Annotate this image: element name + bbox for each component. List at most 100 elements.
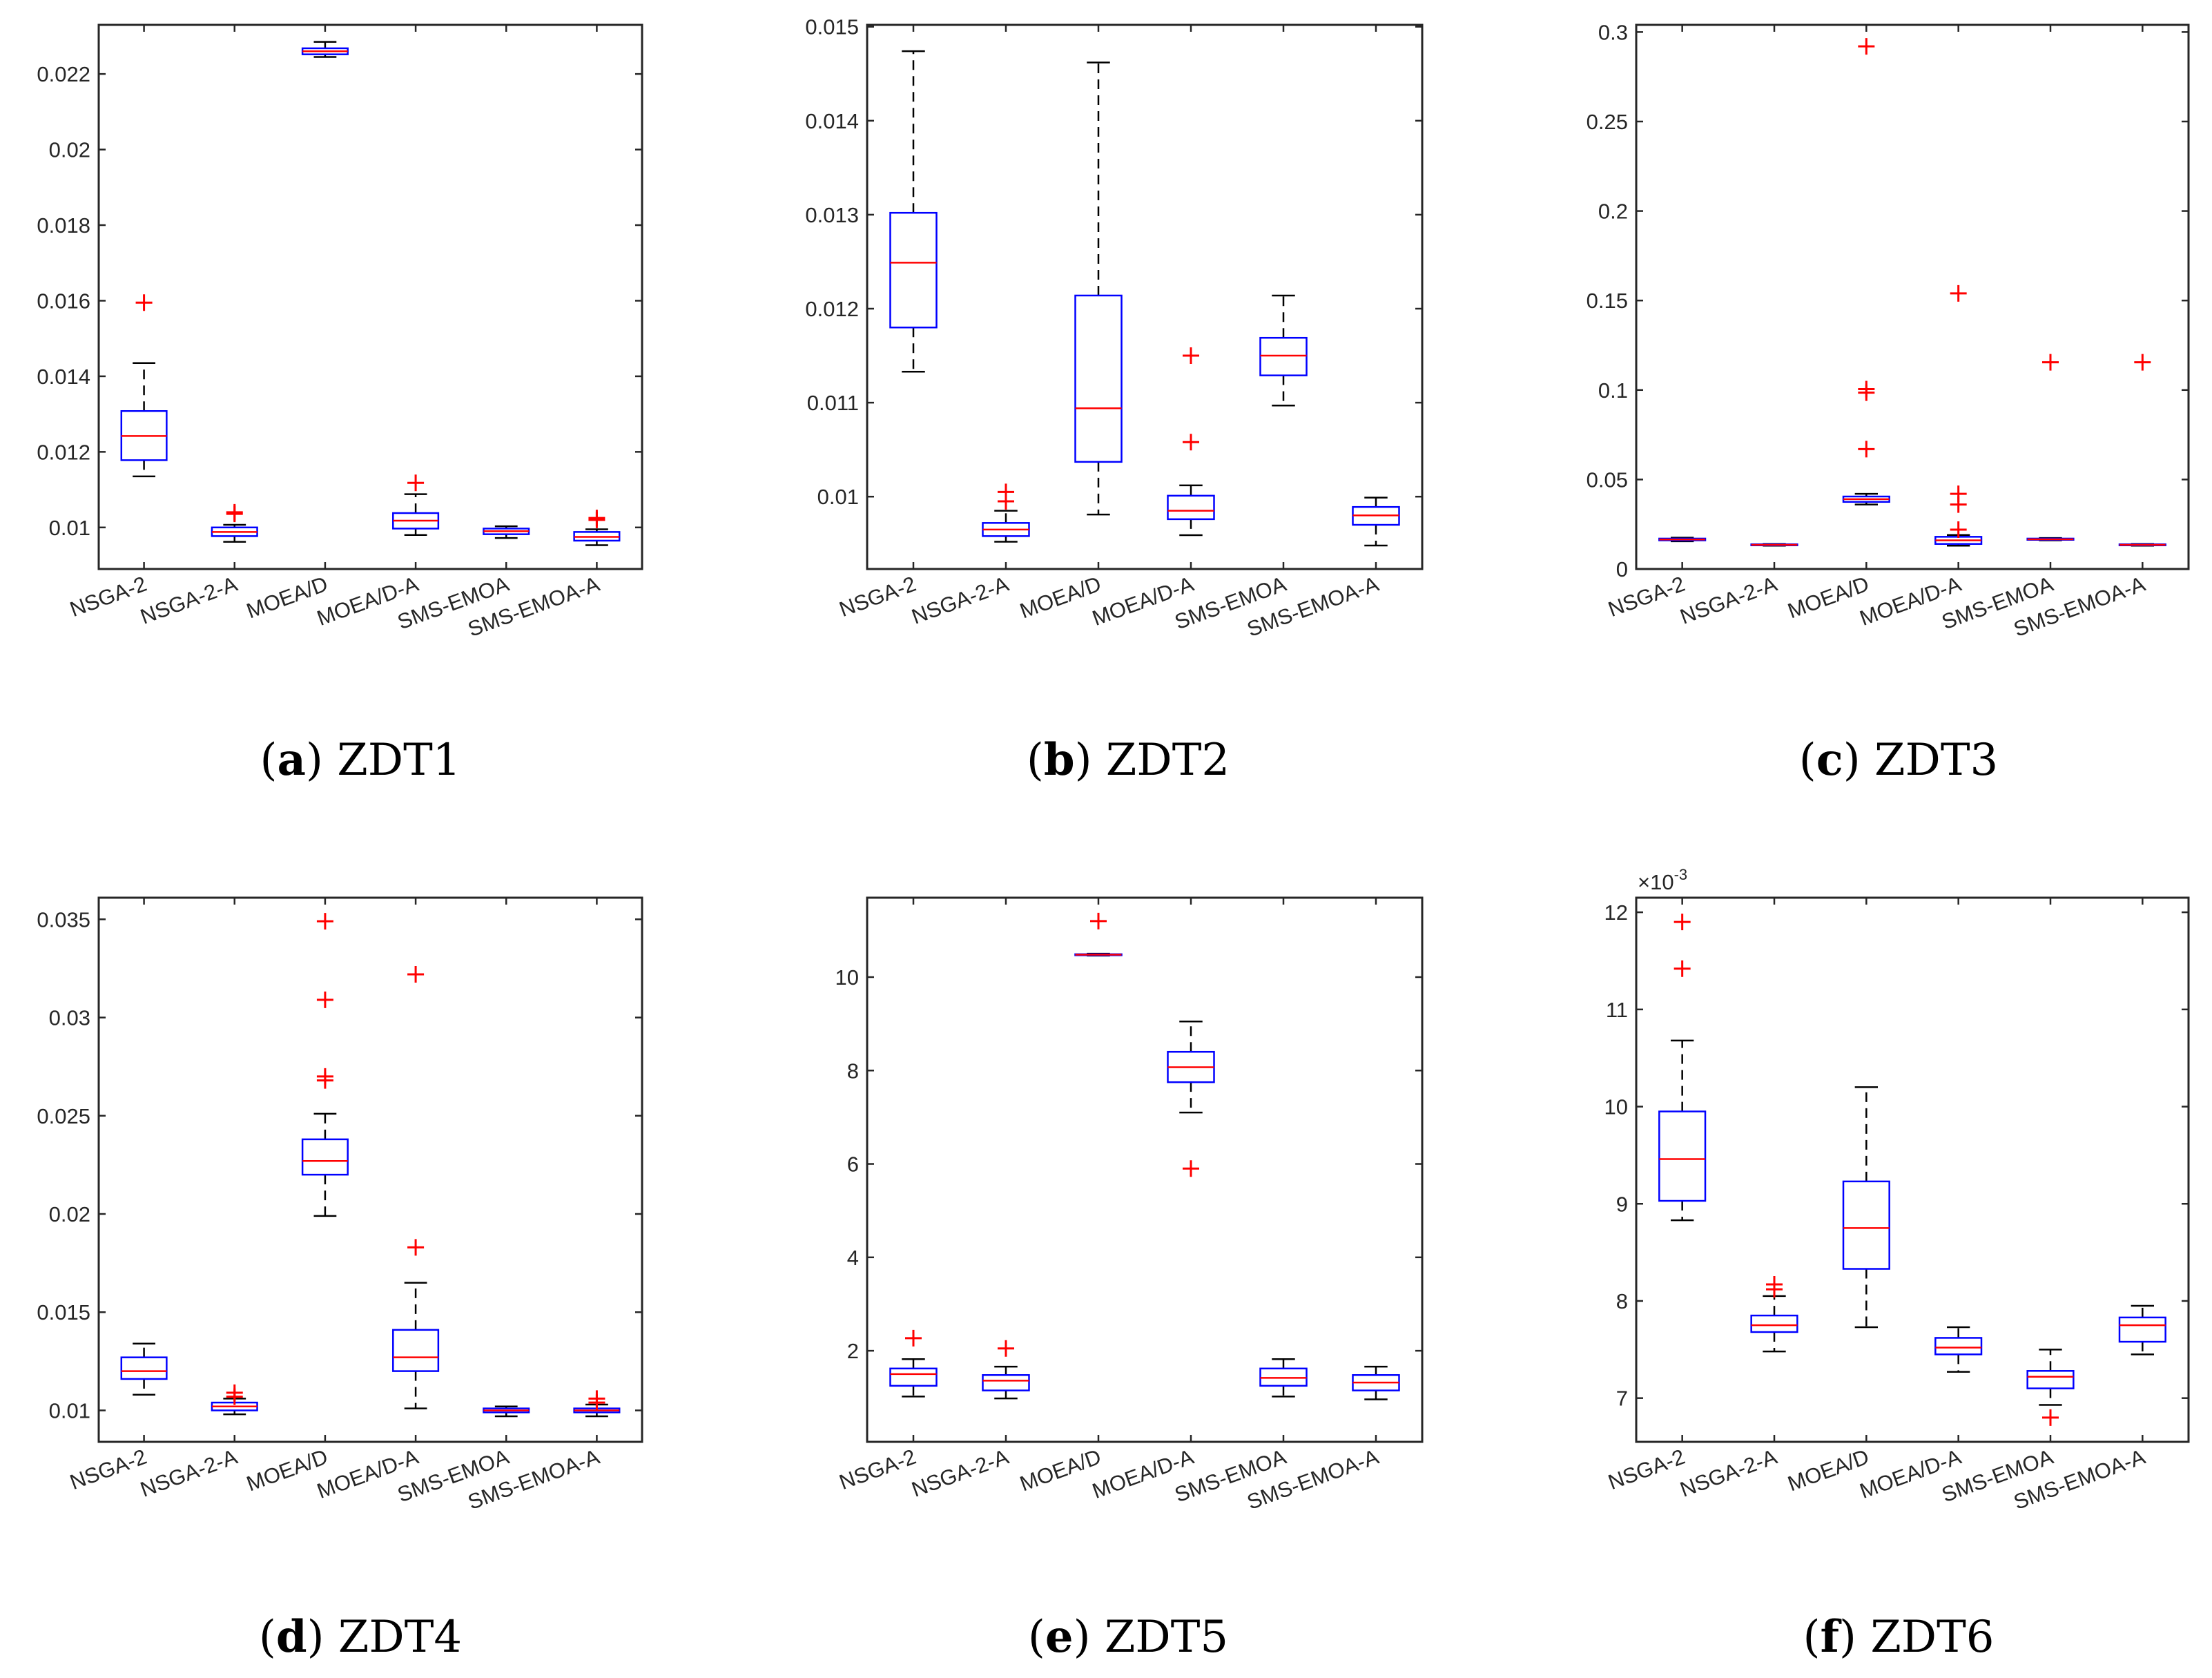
outlier-marker [1090, 912, 1107, 929]
y-tick-label: 0.012 [37, 440, 90, 464]
caption-d: (d) ZDT4 [259, 1611, 462, 1663]
y-tick-label: 0.02 [49, 138, 90, 162]
y-tick-label: 0.022 [37, 62, 90, 86]
outlier-marker [1858, 384, 1875, 401]
y-tick-label: 0.25 [1587, 110, 1628, 134]
y-tick-label: 0.03 [49, 1006, 90, 1030]
axes-box [1635, 896, 2190, 1443]
y-tick-label: 0.014 [37, 365, 90, 389]
outlier-marker [1183, 347, 1199, 365]
y-tick-label: 0 [1616, 557, 1628, 581]
y-tick-label: 0.015 [805, 15, 859, 39]
panel-d-zdt4: (d) ZDT4 0.01 0.015 0.02 0.025 0.03 0.035 NSGA… [37, 896, 643, 1663]
box-moea-d-a [1934, 285, 1983, 547]
box-nsga-2 [889, 50, 938, 373]
y-scale-factor: ×10-3 [1638, 866, 1687, 894]
caption-f: (f) ZDT6 [1803, 1611, 1995, 1663]
y-tick-label: 0.15 [1587, 289, 1628, 313]
y-tick-label: 0.1 [1598, 378, 1628, 403]
iqr-box [1842, 1180, 1890, 1270]
y-scale-exponent: -3 [1674, 866, 1688, 883]
iqr-box [301, 1138, 349, 1176]
iqr-box [982, 1374, 1030, 1391]
x-tick-label: NSGA-2-A [909, 572, 1012, 629]
y-tick-label: 11 [1606, 998, 1628, 1022]
caption-a: (a) ZDT1 [260, 734, 461, 786]
y-tick-label: 4 [847, 1246, 859, 1270]
y-tick-label: 0.018 [37, 213, 90, 238]
panel-a-zdt1: (a) ZDT1 0.01 0.012 0.014 0.016 0.018 0.02 0.0… [37, 23, 643, 786]
iqr-box [1167, 494, 1215, 521]
box-nsga-2 [889, 1329, 938, 1398]
box-moea-d [1842, 38, 1890, 505]
y-tick-label: 6 [847, 1153, 859, 1177]
outlier-marker [135, 294, 153, 311]
box-moea-d [301, 41, 349, 58]
outlier-marker [1183, 434, 1199, 451]
caption-title: ZDT6 [1870, 1612, 1994, 1663]
box-sms-emoa [483, 525, 530, 539]
y-tick-label: 0.016 [37, 289, 90, 313]
y-tick-label: 0.01 [49, 1398, 90, 1423]
caption-letter: a [278, 734, 306, 786]
caption-letter: f [1820, 1611, 1841, 1663]
y-tick-label: 7 [1616, 1387, 1628, 1411]
outlier-marker [407, 474, 425, 492]
x-tick-label: NSGA-2-A [137, 572, 241, 629]
box-nsga-2 [1658, 537, 1707, 543]
outlier-marker [316, 1072, 333, 1089]
iqr-box [889, 211, 938, 329]
outlier-marker [1183, 1160, 1199, 1177]
x-tick-label: NSGA-2 [1605, 1445, 1688, 1494]
y-tick-label: 0.05 [1587, 467, 1628, 492]
x-tick-label: NSGA-2 [67, 572, 150, 621]
y-tick-label: 8 [1616, 1289, 1628, 1313]
iqr-box [2118, 1316, 2166, 1343]
x-tick-label: NSGA-2-A [1677, 572, 1781, 629]
x-tick-label: NSGA-2 [836, 572, 919, 621]
y-tick-label: 9 [1616, 1192, 1628, 1216]
caption-title: ZDT3 [1874, 735, 1998, 786]
caption-title: ZDT5 [1105, 1612, 1228, 1663]
y-tick-label: 0.013 [805, 203, 859, 227]
iqr-box [1074, 294, 1123, 463]
outlier-marker [226, 1388, 243, 1405]
box-moea-d-a [1934, 1326, 1983, 1373]
caption-b: (b) ZDT2 [1027, 734, 1230, 786]
iqr-box [392, 1329, 440, 1372]
axes-box [866, 896, 1424, 1443]
box-moea-d-a [1167, 347, 1215, 537]
box-sms-emoa-a [1352, 1365, 1400, 1400]
x-tick-label: NSGA-2-A [137, 1445, 241, 1502]
outlier-marker [316, 913, 333, 930]
axes-box [866, 23, 1424, 570]
y-tick-label: 12 [1604, 900, 1628, 925]
outlier-marker [2042, 354, 2059, 371]
outlier-marker [1950, 521, 1967, 538]
box-nsga-2-a [211, 1384, 258, 1416]
y-tick-label: 10 [1604, 1095, 1628, 1119]
box-sms-emoa-a [573, 510, 621, 546]
x-tick-label: NSGA-2 [836, 1445, 919, 1494]
y-tick-label: 0.012 [805, 297, 859, 321]
y-tick-label: 0.02 [49, 1202, 90, 1226]
box-moea-d-a [1167, 1020, 1215, 1177]
box-moea-d [1074, 61, 1123, 516]
box-nsga-2 [120, 294, 168, 478]
panel-b-zdt2: (b) ZDT2 0.01 0.011 0.012 0.013 0.014 0.015 NS… [805, 15, 1424, 786]
y-tick-label: 0.015 [37, 1300, 90, 1324]
caption-e: (e) ZDT5 [1028, 1611, 1228, 1663]
outlier-marker [1858, 38, 1875, 55]
outlier-marker [998, 1340, 1014, 1357]
box-moea-d [1842, 1086, 1890, 1329]
caption-letter: e [1045, 1611, 1074, 1663]
box-moea-d-a [392, 965, 440, 1409]
y-tick-label: 10 [835, 965, 859, 990]
outlier-marker [316, 991, 333, 1008]
y-tick-label: 0.01 [817, 485, 859, 509]
outlier-marker [1673, 914, 1691, 931]
caption-letter: c [1816, 734, 1843, 786]
axes-box [97, 23, 643, 570]
y-tick-label: 0.011 [807, 391, 859, 415]
